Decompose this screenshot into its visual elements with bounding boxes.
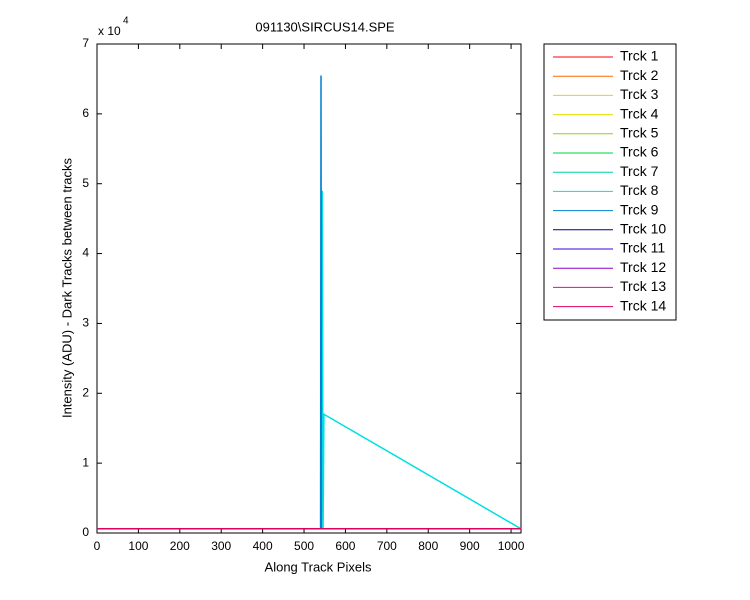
x-tick-label: 300 [211,539,231,553]
x-axis-label: Along Track Pixels [265,559,372,574]
y-tick-label: 5 [82,176,89,190]
legend-label: Trck 11 [620,240,665,256]
y-tick-label: 4 [82,246,89,260]
legend-label: Trck 4 [620,105,659,121]
legend-label: Trck 12 [620,259,666,275]
legend-label: Trck 14 [620,297,666,313]
chart-title: 091130\SIRCUS14.SPE [255,19,395,34]
legend-label: Trck 3 [620,86,659,102]
legend-label: Trck 7 [620,163,659,179]
x-tick-label: 800 [418,539,438,553]
x-tick-label: 1000 [498,539,525,553]
y-tick-label: 7 [82,36,89,50]
x-tick-label: 500 [294,539,314,553]
x-tick-label: 100 [128,539,148,553]
y-tick-label: 3 [82,316,89,330]
legend-label: Trck 6 [620,144,659,160]
legend-label: Trck 9 [620,201,659,217]
y-multiplier-base: x 10 [98,24,121,38]
y-tick-label: 2 [82,385,89,399]
y-tick-label: 6 [82,106,89,120]
legend [543,43,677,321]
legend-label: Trck 13 [620,278,666,294]
legend-label: Trck 5 [620,125,659,141]
legend-label: Trck 10 [620,221,666,237]
x-tick-label: 400 [253,539,273,553]
x-tick-label: 200 [170,539,190,553]
legend-label: Trck 8 [620,182,659,198]
y-tick-label: 1 [82,455,89,469]
x-tick-label: 0 [94,539,101,553]
x-tick-label: 700 [377,539,397,553]
y-axis-label: Intensity (ADU) - Dark Tracks between tr… [59,157,74,418]
x-tick-label: 900 [460,539,480,553]
legend-label: Trck 1 [620,48,659,64]
x-tick-label: 600 [335,539,355,553]
y-tick-label: 0 [82,525,89,539]
y-multiplier-exponent: 4 [123,16,129,27]
plot-area [96,43,522,534]
legend-label: Trck 2 [620,67,659,83]
